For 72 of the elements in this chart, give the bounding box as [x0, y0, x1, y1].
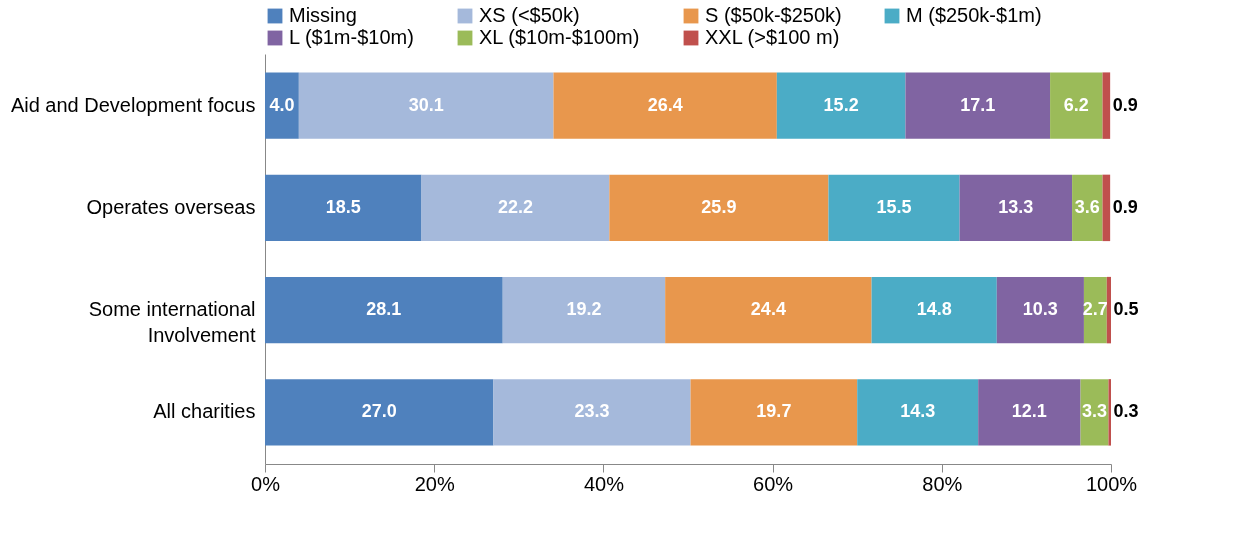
- data-label: 14.3: [900, 401, 936, 422]
- data-label: 12.1: [1011, 401, 1047, 422]
- x-tick-label: 0%: [251, 472, 281, 495]
- x-tick-label: 40%: [583, 472, 625, 495]
- data-label: 17.1: [960, 94, 996, 115]
- bar: [690, 379, 858, 446]
- y-tick-label: Some international Involvement: [88, 298, 256, 347]
- legend-label: XXL (>$100 m): [705, 26, 840, 48]
- data-label: 3.6: [1074, 196, 1100, 217]
- data-label: 28.1: [366, 299, 402, 320]
- bar: [265, 276, 503, 344]
- bar: [996, 276, 1084, 344]
- legend-label: Missing: [289, 4, 357, 26]
- data-label: 4.0: [269, 94, 295, 115]
- bar: [978, 379, 1081, 446]
- y-tick-label: Aid and Development focus: [10, 93, 256, 116]
- data-label: 26.4: [647, 94, 683, 115]
- data-label: 0.9: [1112, 94, 1138, 115]
- data-label: 25.9: [701, 196, 737, 217]
- bar: [1108, 379, 1111, 446]
- legend-label: L ($1m-$10m): [289, 26, 414, 48]
- bar: [857, 379, 979, 446]
- bar: [609, 174, 829, 242]
- x-tick-label: 20%: [414, 472, 455, 495]
- data-label: 24.4: [750, 299, 786, 320]
- bar: [1106, 276, 1111, 344]
- bar: [1102, 174, 1111, 242]
- bar: [871, 276, 997, 344]
- data-label: 30.1: [408, 94, 444, 115]
- data-label: 22.2: [497, 196, 533, 217]
- x-tick-label: 60%: [753, 472, 794, 495]
- bar: [905, 72, 1051, 139]
- bar: [502, 276, 666, 344]
- data-label: 19.2: [566, 299, 602, 320]
- legend-label: XS (<$50k): [479, 4, 580, 26]
- bar: [1102, 72, 1111, 139]
- data-label: 2.7: [1082, 299, 1108, 320]
- data-label: 23.3: [574, 401, 610, 422]
- data-label: 14.8: [916, 299, 952, 320]
- bar: [828, 174, 960, 242]
- data-label: 15.2: [823, 94, 859, 115]
- data-label: 0.9: [1112, 196, 1138, 217]
- bar: [493, 379, 691, 446]
- bar: [265, 379, 494, 446]
- bar: [1072, 174, 1103, 242]
- data-label: 6.2: [1063, 94, 1089, 115]
- data-label: 0.3: [1113, 401, 1139, 422]
- bar: [265, 174, 422, 242]
- bar: [1083, 276, 1107, 344]
- data-label: 10.3: [1022, 299, 1058, 320]
- data-label: 3.3: [1081, 401, 1108, 422]
- bar: [553, 72, 777, 139]
- data-label: 15.5: [876, 196, 912, 217]
- y-tick-label: Operates overseas: [86, 195, 256, 218]
- data-label: 27.0: [361, 401, 397, 422]
- data-label: 13.3: [998, 196, 1034, 217]
- data-label: 19.7: [756, 401, 792, 422]
- legend-label: S ($50k-$250k): [705, 4, 842, 26]
- bar: [421, 174, 610, 242]
- bar: [776, 72, 906, 139]
- bar: [298, 72, 554, 139]
- bar: [665, 276, 872, 344]
- legend-label: M ($250k-$1m): [906, 4, 1042, 26]
- x-tick-label: 100%: [1085, 472, 1138, 495]
- y-tick-label: All charities: [153, 400, 256, 423]
- bar: [265, 72, 299, 139]
- data-label: 0.5: [1113, 299, 1139, 320]
- bar: [959, 174, 1073, 242]
- bar: [1050, 72, 1103, 139]
- x-tick-label: 80%: [922, 472, 963, 495]
- data-label: 18.5: [325, 196, 361, 217]
- legend-label: XL ($10m-$100m): [479, 26, 640, 48]
